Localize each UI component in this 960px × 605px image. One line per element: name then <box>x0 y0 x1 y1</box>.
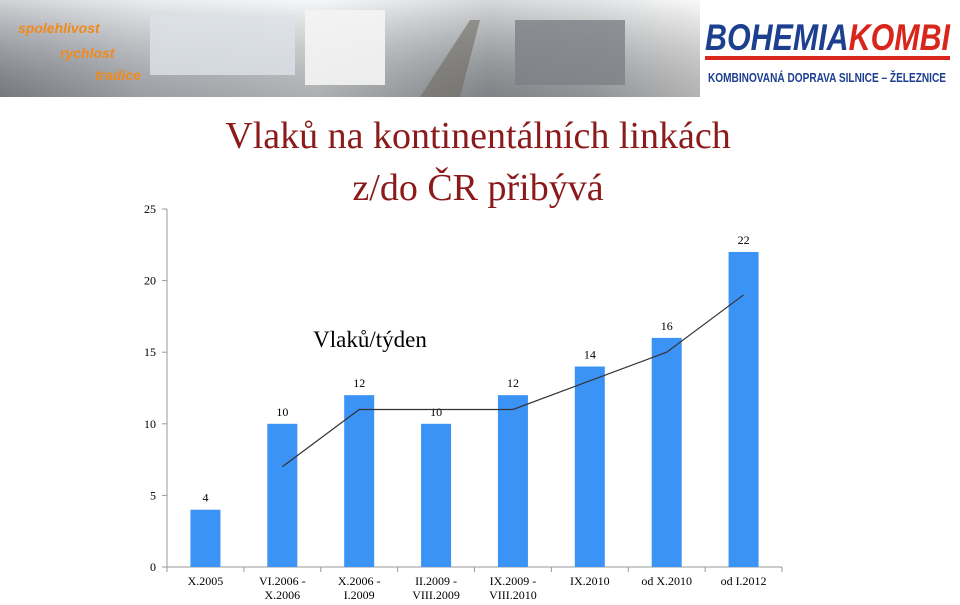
banner <box>0 0 700 97</box>
y-tick-label: 5 <box>150 488 156 502</box>
logo-subtitle: KOMBINOVANÁ DOPRAVA SILNICE – ŽELEZNICE <box>708 70 946 85</box>
x-tick-label: II.2009 -VIII.2009 <box>412 574 460 602</box>
bar <box>497 395 528 567</box>
plot: 0 5 10 15 20 25 4 X.2005 10 VI.2006 -X.2006 12 X.20… <box>144 202 783 602</box>
logo: BOHEMIAKOMBI <box>705 17 951 58</box>
tagline: tradice <box>95 67 141 83</box>
bar <box>267 423 298 567</box>
bar <box>651 337 682 567</box>
value-label: 10 <box>276 405 288 419</box>
value-label: 14 <box>584 348 596 362</box>
x-tick-label: IX.2009 -VIII.2010 <box>489 574 537 602</box>
tagline: rychlost <box>60 45 116 61</box>
logo-part: KOMBI <box>849 17 951 58</box>
value-label: 12 <box>507 376 519 390</box>
x-tick-label: X.2005 <box>188 574 224 588</box>
trend-line <box>281 294 744 468</box>
y-tick-label: 0 <box>150 560 156 574</box>
bar <box>190 509 221 567</box>
x-tick-label: od I.2012 <box>721 574 767 588</box>
value-label: 12 <box>353 376 365 390</box>
bar <box>421 423 452 567</box>
annotation: Vlaků/týden <box>313 327 427 352</box>
bar <box>344 395 375 567</box>
value-label: 22 <box>738 233 750 247</box>
x-tick-label: IX.2010 <box>570 574 610 588</box>
logo-rule <box>705 56 950 60</box>
x-tick-label: od X.2010 <box>641 574 692 588</box>
x-tick-label: VI.2006 -X.2006 <box>259 574 306 602</box>
bar <box>728 251 759 567</box>
y-tick-label: 10 <box>144 417 156 431</box>
y-tick-label: 15 <box>144 345 156 359</box>
chart-title: Vlaků na kontinentálních linkách <box>225 115 730 157</box>
y-tick-label: 20 <box>144 274 156 288</box>
y-tick-label: 25 <box>144 202 156 216</box>
value-label: 16 <box>661 319 673 333</box>
bar <box>574 366 605 567</box>
value-label: 10 <box>430 405 442 419</box>
logo-part: BOHEMIA <box>705 17 849 58</box>
chart-title: z/do ČR přibývá <box>352 167 603 209</box>
x-tick-label: X.2006 -I.2009 <box>338 574 381 602</box>
tagline: spolehlivost <box>18 20 101 36</box>
value-label: 4 <box>202 491 208 505</box>
